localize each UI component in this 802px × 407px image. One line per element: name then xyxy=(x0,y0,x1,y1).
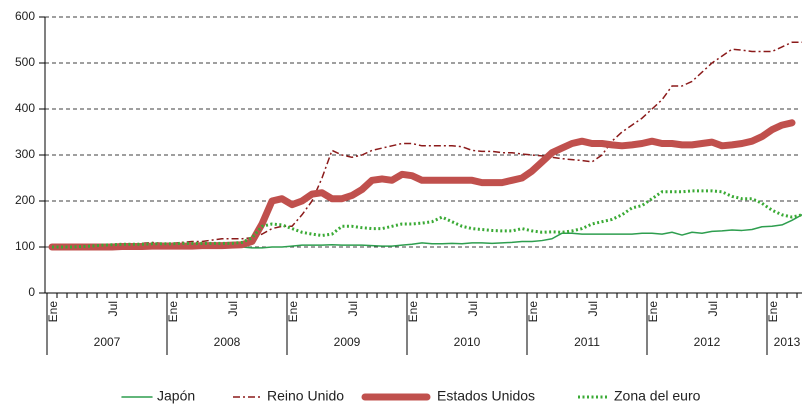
y-tick-label: 500 xyxy=(15,55,35,69)
x-tick-label: Ene xyxy=(166,301,180,323)
y-tick-label: 300 xyxy=(15,147,35,161)
year-label: 2012 xyxy=(694,335,721,349)
x-tick-label: Jul xyxy=(346,301,360,316)
year-label: 2008 xyxy=(214,335,241,349)
y-tick-label: 100 xyxy=(15,239,35,253)
x-tick-label: Ene xyxy=(406,301,420,323)
x-tick-label: Ene xyxy=(646,301,660,323)
y-tick-label: 200 xyxy=(15,193,35,207)
legend-label: Estados Unidos xyxy=(437,388,535,404)
year-label: 2009 xyxy=(334,335,361,349)
legend-label: Zona del euro xyxy=(614,388,701,404)
series-line xyxy=(48,119,796,251)
x-tick-label: Ene xyxy=(286,301,300,323)
legend-label: Japón xyxy=(157,388,195,404)
y-tick-label: 400 xyxy=(15,101,35,115)
x-tick-label: Jul xyxy=(466,301,480,316)
x-tick-label: Jul xyxy=(106,301,120,316)
y-tick-label: 0 xyxy=(28,285,35,299)
legend-label: Reino Unido xyxy=(267,388,344,404)
y-tick-label: 600 xyxy=(15,9,35,23)
year-label: 2011 xyxy=(574,335,600,349)
x-tick-label: Ene xyxy=(766,301,780,323)
year-label: 2010 xyxy=(454,335,481,349)
year-label: 2007 xyxy=(94,335,121,349)
x-tick-label: Jul xyxy=(226,301,240,316)
x-tick-label: Ene xyxy=(526,301,540,323)
series-line xyxy=(52,189,802,249)
x-tick-label: Ene xyxy=(46,301,60,323)
x-tick-label: Jul xyxy=(586,301,600,316)
x-tick-label: Jul xyxy=(706,301,720,316)
year-label: 2013 xyxy=(774,335,801,349)
